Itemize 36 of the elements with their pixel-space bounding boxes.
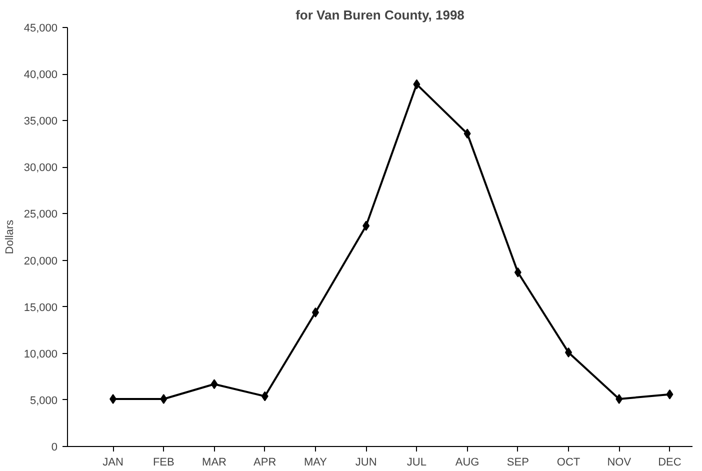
x-tick-label: JUL (406, 456, 426, 468)
point (616, 394, 623, 404)
y-tick-label: 10,000 (24, 348, 58, 360)
point (312, 307, 319, 318)
point (666, 389, 674, 400)
point (464, 128, 471, 139)
x-tick-label: NOV (607, 456, 632, 468)
x-tick-label: JUN (355, 456, 377, 468)
x-tick-label: AUG (455, 456, 480, 468)
x-tick-label: FEB (152, 456, 174, 468)
y-tick-label: 30,000 (24, 162, 58, 174)
point (565, 347, 572, 358)
x-tick-label: SEP (506, 456, 529, 468)
y-tick-label: 45,000 (24, 22, 58, 34)
x-tick-label: APR (254, 456, 276, 468)
point (160, 394, 168, 404)
x-tick-label: MAY (304, 456, 328, 468)
y-tick-label: 0 (51, 442, 58, 454)
point (514, 267, 522, 278)
point (362, 220, 370, 231)
y-tick-label: 5,000 (30, 394, 58, 407)
point (210, 379, 218, 390)
x-tick-label: JAN (102, 456, 124, 468)
chart-title: for Van Buren County, 1998 (296, 8, 464, 22)
y-tick-label: 35,000 (24, 116, 58, 128)
x-tick-label: MAR (202, 456, 227, 468)
x-tick-label: OCT (556, 456, 580, 468)
point (110, 394, 117, 404)
point (261, 391, 268, 402)
point (413, 79, 420, 90)
x-tick-label: DEC (658, 456, 682, 468)
y-tick-label: 25,000 (24, 208, 58, 221)
y-tick-label: 40,000 (24, 69, 58, 82)
y-tick-label: 20,000 (24, 255, 58, 268)
y-axis-title: Dollars (4, 219, 16, 254)
y-tick-label: 15,000 (24, 302, 58, 314)
